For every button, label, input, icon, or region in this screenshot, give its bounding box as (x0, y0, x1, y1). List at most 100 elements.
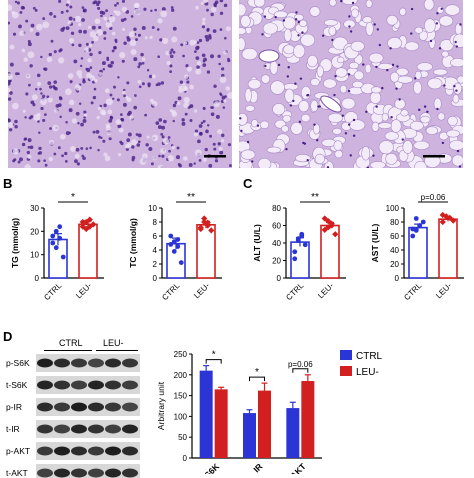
lipid-vacuole (385, 153, 398, 165)
nucleus (43, 113, 47, 117)
nucleus (246, 140, 250, 144)
nucleus (65, 9, 69, 13)
cytoplasm-spot (105, 98, 113, 106)
nucleus (155, 121, 160, 125)
nucleus (22, 6, 26, 10)
nucleus (217, 142, 221, 146)
lipid-vacuole (283, 44, 295, 55)
data-point (168, 233, 174, 239)
nucleus (313, 123, 316, 126)
nucleus (133, 57, 138, 62)
nucleus (378, 43, 382, 47)
nucleus (179, 80, 184, 84)
blot-group-leu: LEU- (103, 338, 124, 348)
lipid-vacuole (282, 16, 296, 30)
nucleus (219, 0, 224, 3)
nucleus (38, 151, 43, 155)
nucleus (455, 89, 458, 92)
cytoplasm-spot (160, 10, 168, 18)
nucleus (97, 6, 101, 10)
nucleus (96, 2, 100, 7)
lipid-vacuole (300, 113, 311, 123)
nucleus (140, 52, 144, 57)
nucleus (102, 67, 106, 71)
nucleus (172, 119, 175, 123)
lipid-vacuole (452, 33, 463, 48)
nucleus (195, 56, 200, 60)
cytoplasm-spot (8, 73, 13, 81)
nucleus (92, 130, 96, 134)
nucleus (135, 38, 138, 41)
nucleus (390, 115, 393, 119)
nucleus (156, 28, 160, 31)
nucleus (347, 89, 351, 93)
cytoplasm-spot (59, 133, 66, 140)
nucleus (436, 12, 439, 15)
lipid-vacuole (350, 40, 365, 52)
bar (301, 381, 315, 458)
nucleus (21, 142, 26, 147)
cytoplasm-spot (48, 139, 55, 146)
nucleus (46, 95, 50, 99)
nucleus (110, 60, 115, 65)
nucleus (68, 108, 73, 113)
nucleus (396, 65, 399, 68)
nucleus (113, 85, 116, 89)
nucleus (221, 67, 225, 71)
data-point (410, 233, 416, 239)
lipid-vacuole (339, 84, 348, 94)
nucleus (37, 159, 41, 163)
nucleus (114, 40, 118, 44)
nucleus (443, 84, 446, 87)
nucleus (219, 92, 222, 96)
blot-band (71, 468, 87, 478)
nucleus (157, 55, 161, 59)
bar (258, 390, 271, 458)
nucleus (93, 87, 97, 91)
nucleus (172, 103, 177, 108)
bar (78, 223, 98, 279)
cytoplasm-spot (142, 57, 146, 61)
lipid-vacuole (449, 139, 463, 151)
nucleus (42, 17, 46, 20)
cytoplasm-spot (71, 118, 77, 124)
cytoplasm-spot (19, 30, 25, 36)
cytoplasm-spot (21, 48, 26, 53)
nucleus (32, 6, 36, 10)
nucleus (410, 7, 414, 11)
cytoplasm-spot (141, 153, 148, 159)
nucleus (161, 125, 166, 130)
nucleus (213, 84, 217, 88)
cytoplasm-spot (67, 73, 74, 79)
data-point (57, 224, 63, 230)
lipid-vacuole (341, 97, 356, 110)
significance-label: ** (311, 192, 319, 203)
cytoplasm-spot (12, 102, 19, 110)
nucleus (39, 87, 42, 91)
nucleus (331, 38, 334, 42)
nucleus (91, 40, 94, 44)
nucleus (202, 63, 207, 68)
data-point (292, 256, 298, 262)
nucleus (40, 92, 43, 95)
x-tick-label: LEU- (74, 281, 93, 300)
lipid-vacuole (300, 86, 312, 100)
y-tick-label: 20 (390, 260, 399, 269)
nucleus (321, 34, 325, 37)
nucleus (158, 154, 161, 158)
nucleus (138, 62, 142, 66)
nucleus (213, 147, 217, 151)
nucleus (85, 42, 89, 46)
nucleus (214, 159, 219, 163)
data-point (292, 249, 298, 255)
cytoplasm-spot (162, 138, 170, 145)
lipid-vacuole (423, 0, 435, 11)
cytoplasm-spot (24, 164, 31, 168)
lipid-vacuole (447, 115, 458, 126)
nucleus (206, 124, 210, 127)
y-tick-label: 150 (174, 392, 188, 401)
nucleus (349, 154, 352, 157)
y-tick-label: 60 (390, 232, 399, 241)
nucleus (80, 146, 84, 150)
cytoplasm-spot (183, 96, 190, 104)
